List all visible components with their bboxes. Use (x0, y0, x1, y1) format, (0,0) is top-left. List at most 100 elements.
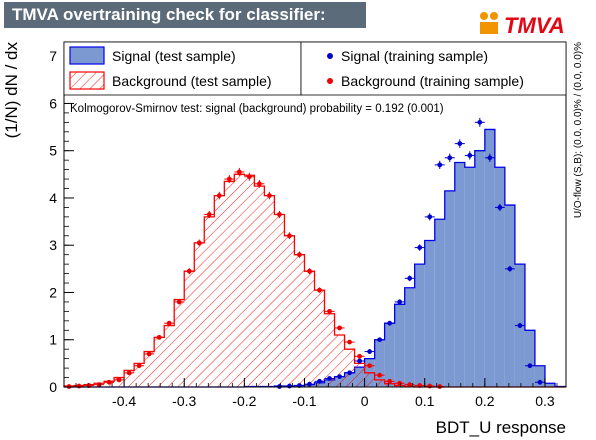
background-training-point (166, 320, 172, 326)
legend: Signal (test sample) Background (test sa… (63, 41, 567, 96)
signal-training-point (327, 376, 332, 381)
signal-test-bar (524, 330, 535, 387)
x-axis-label: BDT_U response (436, 418, 566, 437)
y-tick-label: 6 (49, 95, 57, 111)
signal-training-point (387, 320, 393, 326)
signal-training-point (497, 205, 503, 210)
signal-test-bar (404, 287, 415, 387)
background-test-bar (154, 337, 165, 387)
background-test-bar (204, 216, 215, 387)
signal-test-bar (424, 240, 435, 387)
legend-label-signal-training: Signal (training sample) (341, 48, 488, 64)
background-test-bar (314, 290, 325, 387)
background-training-point (357, 353, 362, 359)
signal-training-point (417, 245, 423, 250)
signal-test-bar (474, 150, 485, 387)
background-training-point (397, 380, 403, 386)
signal-training-point (407, 275, 413, 281)
background-test-bar (164, 325, 175, 387)
legend-label-background-test: Background (test sample) (112, 73, 272, 89)
background-test-bar (274, 214, 285, 387)
background-training-point (407, 382, 413, 388)
legend-swatch-background-test (69, 71, 105, 90)
background-training-point (206, 212, 212, 217)
background-training-point (196, 240, 202, 246)
background-training-point (176, 299, 182, 305)
background-training-point (387, 378, 393, 384)
background-training-point (377, 372, 383, 378)
background-training-point (156, 334, 162, 340)
logo-text: TMVA (504, 13, 565, 38)
x-tick-label: 0.3 (535, 393, 555, 409)
ks-annotation: Kolmogorov-Smirnov test: signal (backgro… (70, 103, 444, 115)
background-training-point (106, 379, 112, 385)
signal-training-point (357, 358, 362, 364)
x-tick-label: -0.1 (292, 393, 316, 409)
signal-training-point (537, 379, 543, 385)
background-training-point (427, 383, 433, 389)
background-test-bar (324, 313, 335, 387)
background-training-point (226, 176, 232, 182)
background-test-bar (184, 271, 195, 387)
background-test-bar (244, 175, 255, 387)
background-test-bar (394, 385, 405, 387)
signal-test-bar (454, 162, 465, 387)
background-test-bar (134, 363, 145, 387)
background-training-point (216, 193, 222, 198)
x-tick-label: 0 (361, 393, 369, 409)
signal-test-bar (374, 339, 385, 387)
y-tick-label: 4 (49, 190, 57, 206)
background-test-bar (144, 351, 155, 387)
signal-training-point (367, 349, 373, 354)
background-test-bar (334, 335, 345, 387)
background-training-point (76, 383, 82, 389)
y-tick-label: 7 (49, 48, 57, 64)
background-test-bar (364, 372, 375, 387)
legend-label-signal-test: Signal (test sample) (112, 48, 236, 64)
y-tick-label: 0 (49, 379, 57, 395)
background-test-bar (234, 174, 245, 387)
y-tick-label: 5 (49, 143, 57, 159)
background-training-point (297, 252, 302, 258)
legend-label-background-training: Background (training sample) (341, 73, 524, 89)
y-tick-label: 1 (49, 332, 57, 348)
signal-test-bar (504, 205, 515, 387)
signal-test-bar (444, 190, 455, 387)
background-test-bar (224, 181, 235, 387)
background-training-point (256, 181, 262, 187)
background-training-point (347, 339, 352, 345)
signal-training-point (337, 374, 342, 380)
background-training-point (96, 382, 102, 388)
signal-training-point (467, 153, 473, 158)
background-test-bar (294, 254, 305, 387)
x-tick-label: -0.4 (112, 393, 136, 409)
background-training-point (266, 193, 272, 198)
background-test-bar (284, 235, 295, 387)
signal-training-point (437, 162, 443, 168)
signal-training-point (347, 370, 352, 376)
signal-training-point (397, 299, 403, 305)
y-tick-label: 2 (49, 284, 57, 300)
background-training-point (277, 212, 282, 217)
signal-training-point (427, 214, 433, 220)
background-training-point (337, 325, 342, 331)
x-tick-label: -0.2 (232, 393, 256, 409)
background-training-point (246, 174, 252, 180)
signal-test-bar (384, 323, 395, 387)
background-test-bar (174, 299, 185, 387)
signal-training-point (527, 363, 533, 369)
background-training-point (136, 363, 142, 369)
legend-swatch-signal-test (69, 46, 105, 65)
y-tick-label: 3 (49, 237, 57, 253)
background-training-point (327, 308, 332, 314)
signal-test-bar (494, 167, 505, 387)
signal-test-bar (414, 264, 425, 387)
background-training-point (186, 268, 192, 274)
background-test-bar (344, 349, 355, 387)
background-training-point (236, 169, 242, 175)
background-training-point (367, 363, 373, 369)
signal-test-bar (434, 219, 445, 387)
signal-training-point (287, 383, 292, 389)
background-training-point (126, 370, 132, 376)
